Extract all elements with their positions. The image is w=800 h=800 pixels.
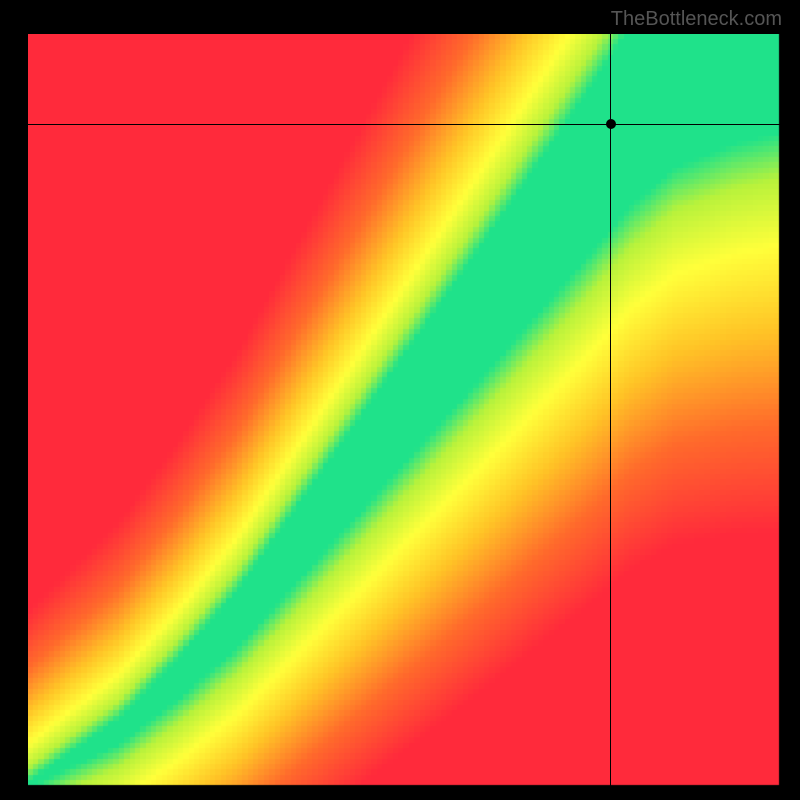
crosshair-vertical <box>610 34 611 786</box>
crosshair-horizontal <box>28 124 780 125</box>
crosshair-marker <box>606 119 616 129</box>
bottleneck-heatmap <box>28 34 780 786</box>
watermark-text: TheBottleneck.com <box>611 8 782 31</box>
